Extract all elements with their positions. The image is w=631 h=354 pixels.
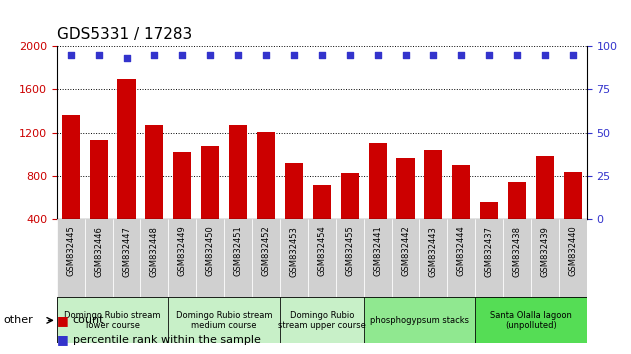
- Point: [401, 52, 411, 57]
- Bar: [224, 219, 252, 297]
- Point: [456, 52, 466, 57]
- Point: [540, 52, 550, 57]
- Bar: [313, 185, 331, 263]
- Bar: [564, 172, 582, 263]
- Bar: [363, 297, 475, 343]
- Bar: [508, 182, 526, 263]
- Bar: [85, 219, 112, 297]
- Text: GSM832447: GSM832447: [122, 226, 131, 276]
- Point: [372, 52, 382, 57]
- Bar: [168, 219, 196, 297]
- Bar: [559, 219, 587, 297]
- Point: [484, 52, 494, 57]
- Bar: [168, 297, 280, 343]
- Point: [568, 52, 578, 57]
- Bar: [229, 125, 247, 263]
- Bar: [369, 143, 387, 263]
- Bar: [503, 219, 531, 297]
- Bar: [57, 297, 168, 343]
- Point: [261, 52, 271, 57]
- Text: count: count: [73, 315, 104, 325]
- Bar: [392, 219, 420, 297]
- Bar: [452, 165, 470, 263]
- Bar: [117, 79, 136, 263]
- Text: phosphogypsum stacks: phosphogypsum stacks: [370, 316, 469, 325]
- Bar: [475, 219, 503, 297]
- Text: GSM832439: GSM832439: [541, 226, 550, 276]
- Text: GSM832452: GSM832452: [261, 226, 271, 276]
- Text: GSM832444: GSM832444: [457, 226, 466, 276]
- Point: [205, 52, 215, 57]
- Text: Domingo Rubio stream
medium course: Domingo Rubio stream medium course: [176, 311, 273, 330]
- Bar: [308, 219, 336, 297]
- Text: GDS5331 / 17283: GDS5331 / 17283: [57, 28, 192, 42]
- Bar: [112, 219, 141, 297]
- Text: GSM832449: GSM832449: [178, 226, 187, 276]
- Point: [512, 52, 522, 57]
- Bar: [285, 163, 303, 263]
- Text: other: other: [3, 315, 33, 325]
- Text: Domingo Rubio stream
lower course: Domingo Rubio stream lower course: [64, 311, 161, 330]
- Text: GSM832455: GSM832455: [345, 226, 354, 276]
- Bar: [90, 140, 108, 263]
- Bar: [280, 297, 363, 343]
- Text: GSM832454: GSM832454: [317, 226, 326, 276]
- Text: GSM832443: GSM832443: [429, 226, 438, 276]
- Text: GSM832440: GSM832440: [569, 226, 577, 276]
- Point: [428, 52, 439, 57]
- Bar: [336, 219, 363, 297]
- Bar: [475, 297, 587, 343]
- Bar: [252, 219, 280, 297]
- Text: GSM832442: GSM832442: [401, 226, 410, 276]
- Bar: [280, 219, 308, 297]
- Bar: [531, 219, 559, 297]
- Text: Santa Olalla lagoon
(unpolluted): Santa Olalla lagoon (unpolluted): [490, 311, 572, 330]
- Bar: [447, 219, 475, 297]
- Point: [345, 52, 355, 57]
- Point: [317, 52, 327, 57]
- Text: percentile rank within the sample: percentile rank within the sample: [73, 335, 261, 345]
- Bar: [396, 158, 415, 263]
- Point: [66, 52, 76, 57]
- Point: [122, 55, 132, 61]
- Point: [177, 52, 187, 57]
- Bar: [196, 219, 224, 297]
- Text: GSM832453: GSM832453: [290, 226, 298, 276]
- Text: GSM832446: GSM832446: [94, 226, 103, 276]
- Bar: [480, 202, 498, 263]
- Text: GSM832438: GSM832438: [512, 226, 522, 277]
- Bar: [341, 173, 359, 263]
- Point: [233, 52, 243, 57]
- Text: GSM832448: GSM832448: [150, 226, 159, 276]
- Text: ■: ■: [57, 314, 69, 327]
- Point: [93, 52, 103, 57]
- Bar: [201, 146, 220, 263]
- Bar: [62, 115, 80, 263]
- Bar: [424, 150, 442, 263]
- Point: [289, 52, 299, 57]
- Bar: [420, 219, 447, 297]
- Bar: [536, 155, 554, 263]
- Text: GSM832445: GSM832445: [66, 226, 75, 276]
- Text: GSM832451: GSM832451: [233, 226, 242, 276]
- Bar: [145, 125, 163, 263]
- Bar: [174, 152, 191, 263]
- Text: GSM832437: GSM832437: [485, 226, 493, 277]
- Point: [150, 52, 160, 57]
- Text: Domingo Rubio
stream upper course: Domingo Rubio stream upper course: [278, 311, 366, 330]
- Text: GSM832450: GSM832450: [206, 226, 215, 276]
- Bar: [363, 219, 392, 297]
- Bar: [57, 219, 85, 297]
- Text: ■: ■: [57, 333, 69, 346]
- Bar: [141, 219, 168, 297]
- Bar: [257, 132, 275, 263]
- Text: GSM832441: GSM832441: [373, 226, 382, 276]
